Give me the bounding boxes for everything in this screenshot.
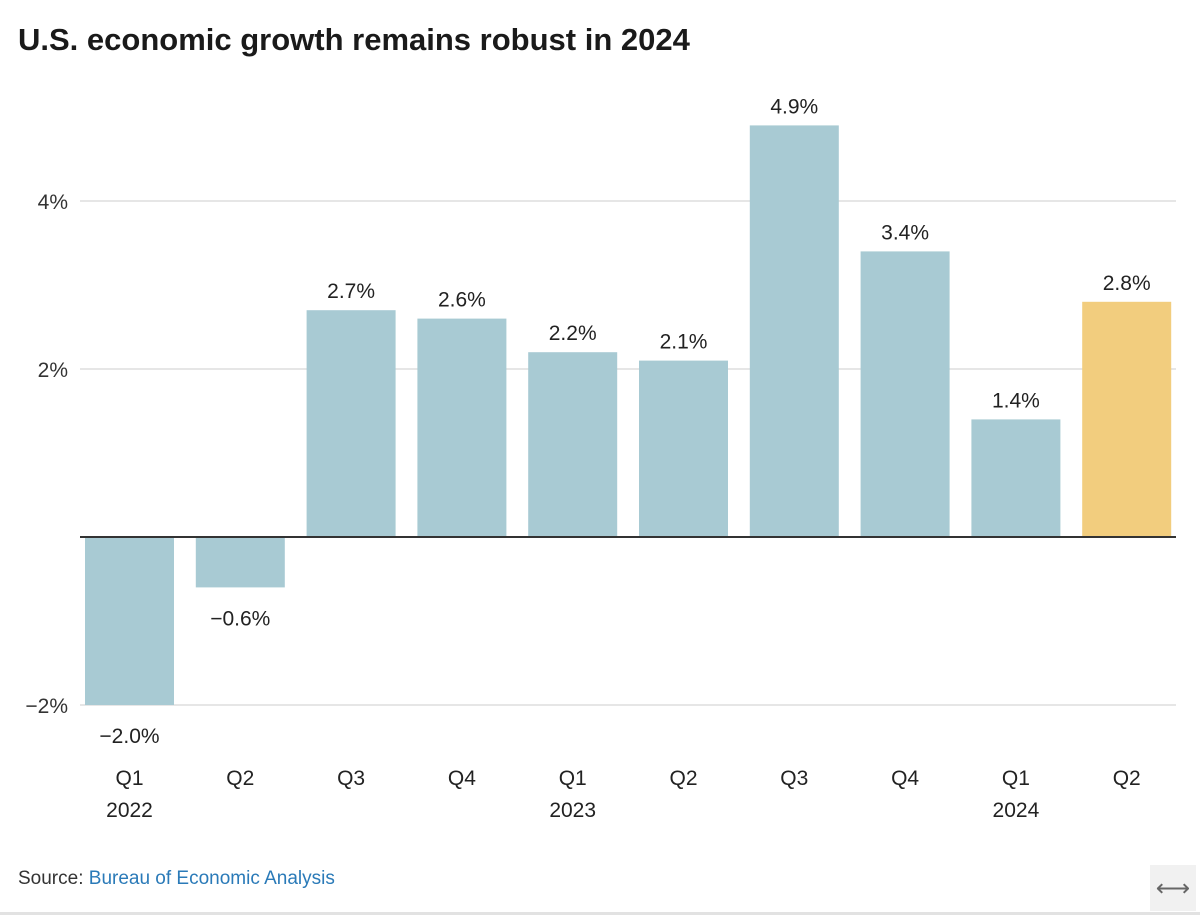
data-label: 2.2% [549, 322, 597, 345]
x-tick-year-label: 2022 [106, 799, 153, 822]
x-tick-label: Q3 [780, 767, 808, 790]
data-label: 3.4% [881, 221, 929, 244]
x-tick-year-label: 2024 [993, 799, 1040, 822]
data-label: 4.9% [770, 95, 818, 118]
bar [417, 318, 507, 537]
data-label: 2.8% [1103, 272, 1151, 295]
data-label: −0.6% [210, 607, 270, 630]
x-tick-label: Q2 [226, 767, 254, 790]
bar [971, 419, 1061, 537]
x-tick-label: Q4 [448, 767, 476, 790]
source-note: Source: Bureau of Economic Analysis [18, 868, 335, 890]
x-tick-label: Q2 [1113, 767, 1141, 790]
x-tick-label: Q1 [115, 767, 143, 790]
bar [639, 360, 728, 537]
y-tick-label: 2% [38, 359, 68, 382]
data-label: 1.4% [992, 389, 1040, 412]
bar [195, 537, 285, 588]
data-label: −2.0% [99, 725, 159, 748]
x-tick-label: Q2 [669, 767, 697, 790]
source-label: Source: [18, 868, 84, 889]
expand-button[interactable]: ⟷ [1150, 865, 1196, 911]
bar [85, 537, 174, 705]
source-link[interactable]: Bureau of Economic Analysis [88, 868, 335, 889]
x-tick-year-label: 2023 [549, 799, 596, 822]
bar [528, 352, 618, 537]
data-label: 2.6% [438, 289, 486, 312]
bar [749, 125, 839, 538]
x-tick-label: Q3 [337, 767, 365, 790]
y-tick-label: −2% [25, 695, 68, 718]
x-tick-label: Q1 [1002, 767, 1030, 790]
chart-title: U.S. economic growth remains robust in 2… [18, 22, 690, 57]
frame-border [0, 912, 1200, 915]
data-label: 2.7% [327, 280, 375, 303]
bar [1082, 301, 1172, 537]
data-label: 2.1% [660, 331, 708, 354]
x-tick-label: Q1 [559, 767, 587, 790]
y-tick-label: 4% [38, 191, 68, 214]
left-right-arrow-icon: ⟷ [1155, 874, 1191, 902]
bar-chart: −2% 2% 4% −2.0% Q1 2022 −0.6% Q2 2.7% Q3 2.6% Q4 2.2… [25, 95, 1176, 822]
bar [860, 251, 950, 537]
x-tick-label: Q4 [891, 767, 919, 790]
bar [306, 310, 396, 537]
